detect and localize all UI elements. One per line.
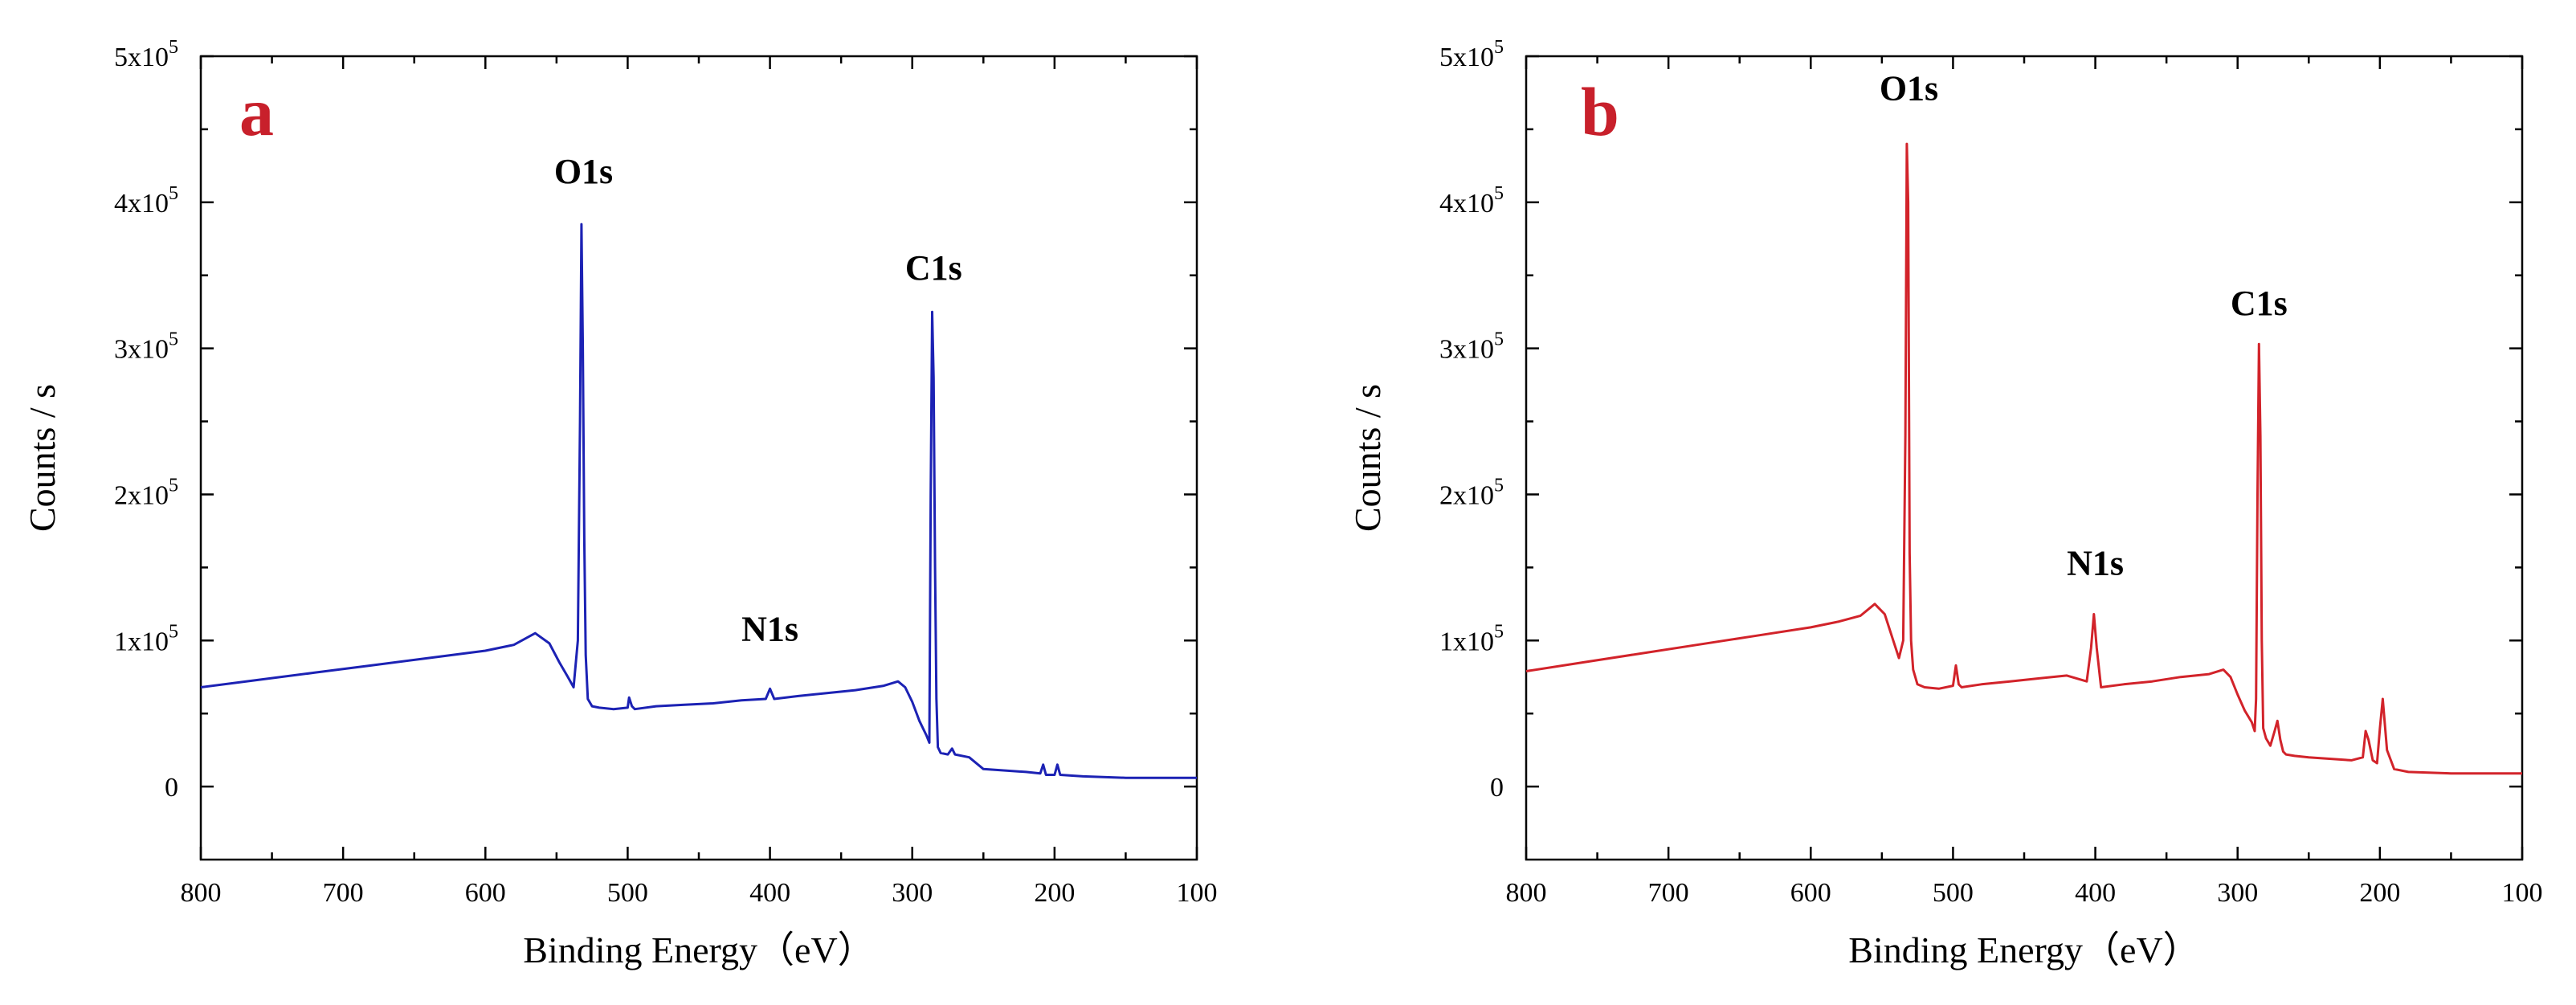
x-tick-labels: 800 700 600 500 400 300 200 100 [181,878,1218,908]
y-tick-exponent: 5 [1494,183,1504,204]
y-tick-exponent: 5 [1494,329,1504,350]
peak-labels: O1s N1s C1s [554,152,962,648]
y-tick-exponent: 5 [1494,475,1504,496]
peak-labels: O1s N1s C1s [1880,69,2288,583]
x-tick-label: 300 [892,878,933,908]
y-tick-exponent: 5 [169,329,178,350]
x-tick-label: 300 [2217,878,2258,908]
y-tick-labels: 0 1x105 2x105 3x105 4x105 5x105 [1439,37,1504,803]
peak-label-n1s: N1s [2067,543,2124,582]
y-axis-title: Counts / s [22,384,63,532]
x-tick-label: 100 [1177,878,1218,908]
x-tick-labels: 800 700 600 500 400 300 200 100 [1506,878,2543,908]
x-tick-label: 400 [749,878,790,908]
y-tick-label: 5x105 [114,37,178,72]
peak-label-o1s: O1s [554,152,613,191]
y-tick-exponent: 5 [169,183,178,204]
y-tick-label: 4x105 [114,183,178,219]
y-tick-label: 0 [1490,773,1504,803]
panel-letter: a [239,73,274,150]
panel-letter: b [1581,73,1619,150]
x-axis-title: Binding Energy（eV） [1848,929,2199,970]
x-tick-label: 800 [1506,878,1547,908]
peak-label-n1s: N1s [741,609,798,648]
plot-frame [199,55,1198,861]
chart-panel-a: 800 700 600 500 400 300 200 100 0 1x105 2x105 3x10… [22,37,1218,970]
x-tick-label: 700 [323,878,364,908]
spectrum-line [1525,142,2522,775]
spectrum-line [200,223,1197,779]
x-tick-label: 500 [1933,878,1974,908]
plot-frame [1525,55,2524,861]
y-axis-title: Counts / s [1347,384,1388,532]
y-tick-label: 5x105 [1439,37,1504,72]
y-tick-exponent: 5 [169,475,178,496]
y-tick-label: 2x105 [114,475,178,510]
peak-label-c1s: C1s [2231,284,2288,323]
x-tick-label: 600 [1790,878,1831,908]
axis-ticks [1525,55,2524,860]
x-tick-label: 200 [2359,878,2400,908]
x-tick-label: 700 [1648,878,1689,908]
y-tick-exponent: 5 [1494,621,1504,642]
y-tick-label: 3x105 [114,329,178,365]
y-tick-label: 1x105 [114,621,178,656]
y-tick-label: 1x105 [1439,621,1504,656]
x-tick-label: 200 [1034,878,1075,908]
x-axis-title: Binding Energy（eV） [523,929,874,970]
y-tick-exponent: 5 [1494,37,1504,58]
x-tick-label: 800 [181,878,222,908]
chart-panel-b: 800 700 600 500 400 300 200 100 0 1x105 2x105 3x10… [1347,37,2543,970]
y-tick-exponent: 5 [169,37,178,58]
y-tick-label: 3x105 [1439,329,1504,365]
y-tick-label: 4x105 [1439,183,1504,219]
y-tick-label: 2x105 [1439,475,1504,510]
peak-label-o1s: O1s [1880,69,1938,108]
y-tick-label: 0 [165,773,178,803]
y-tick-exponent: 5 [169,621,178,642]
x-tick-label: 500 [607,878,648,908]
axis-ticks [199,55,1198,860]
x-tick-label: 600 [465,878,506,908]
y-tick-labels: 0 1x105 2x105 3x105 4x105 5x105 [114,37,178,803]
peak-label-c1s: C1s [905,248,962,288]
x-tick-label: 400 [2075,878,2116,908]
x-tick-label: 100 [2502,878,2543,908]
